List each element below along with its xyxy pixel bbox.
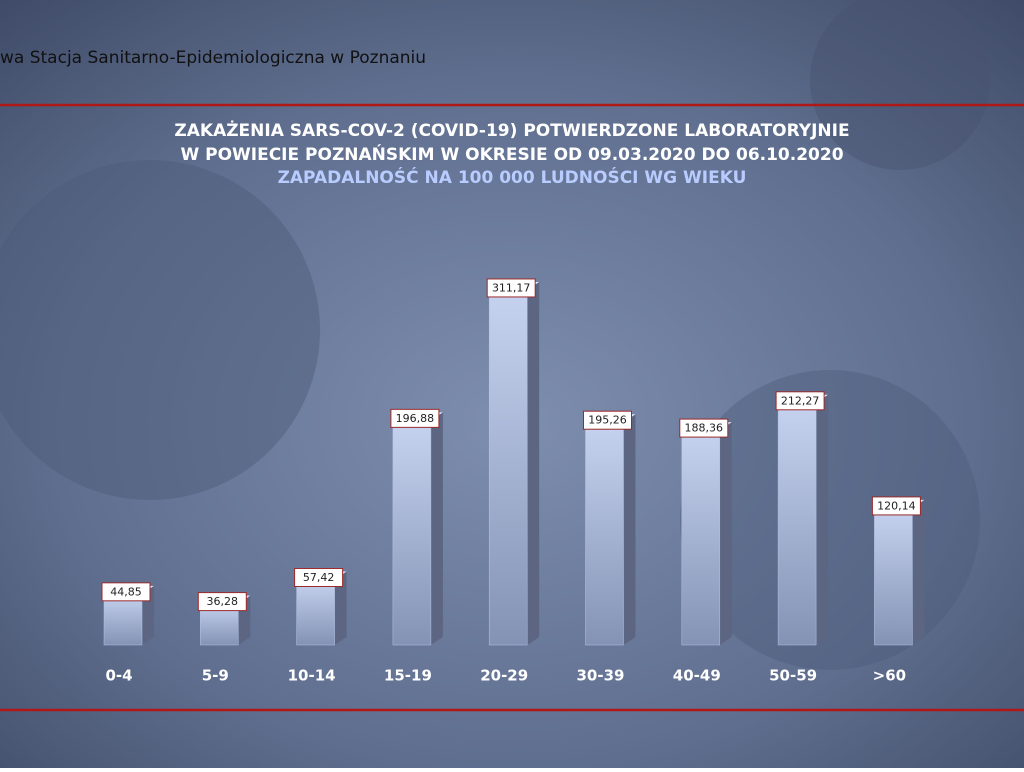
value-label: 188,36 — [685, 422, 724, 435]
value-label-box — [775, 391, 825, 411]
header: wa Stacja Sanitarno-Epidemiologiczna w P… — [0, 48, 426, 68]
value-label-box — [871, 496, 921, 516]
value-label-box — [294, 567, 344, 587]
chart-title: ZAKAŻENIA SARS-COV-2 (COVID-19) POTWIERD… — [174, 119, 849, 141]
value-label: 120,14 — [877, 499, 916, 512]
value-label-box — [583, 410, 632, 430]
bar-side — [912, 499, 925, 645]
bar — [103, 593, 143, 646]
value-label: 212,27 — [781, 394, 820, 407]
bar — [296, 579, 335, 646]
bar — [874, 507, 913, 646]
bar-side — [430, 412, 443, 645]
bar — [392, 420, 432, 646]
value-label: 44,85 — [110, 585, 142, 598]
x-tick-label: 20-29 — [480, 667, 528, 685]
chart-title: W POWIECIE POZNAŃSKIM W OKRESIE OD 09.03… — [180, 143, 843, 165]
value-label: 311,17 — [492, 281, 531, 294]
x-tick-label: 50-59 — [769, 667, 817, 685]
value-label: 196,88 — [396, 412, 435, 425]
x-tick-label: 10-14 — [288, 667, 336, 685]
value-label-box — [679, 418, 729, 438]
bar — [488, 289, 528, 646]
bar-side — [623, 414, 636, 645]
x-tick-label: 40-49 — [673, 667, 721, 685]
bar-side — [527, 281, 540, 645]
value-label-box — [197, 592, 247, 612]
value-label-box — [390, 408, 440, 428]
value-label-box — [486, 278, 536, 298]
bar — [681, 429, 721, 646]
bar-side — [719, 422, 732, 645]
value-label: 36,28 — [207, 595, 239, 608]
x-tick-label: 15-19 — [384, 667, 432, 685]
bar-side — [334, 571, 347, 645]
bar — [585, 421, 624, 646]
virus-decor — [810, 0, 990, 170]
bar-side — [816, 394, 829, 645]
x-tick-label: 0-4 — [105, 667, 132, 685]
x-tick-label: 30-39 — [577, 667, 625, 685]
chart-subtitle: ZAPADALNOŚĆ NA 100 000 LUDNOŚCI WG WIEKU — [278, 166, 747, 188]
x-tick-label: 5-9 — [202, 667, 229, 685]
value-label-box — [101, 582, 151, 602]
bar — [777, 402, 817, 646]
value-label: 57,42 — [303, 571, 335, 584]
value-label: 195,26 — [588, 414, 627, 427]
x-tick-label: >60 — [873, 667, 906, 685]
virus-decor — [0, 160, 320, 500]
